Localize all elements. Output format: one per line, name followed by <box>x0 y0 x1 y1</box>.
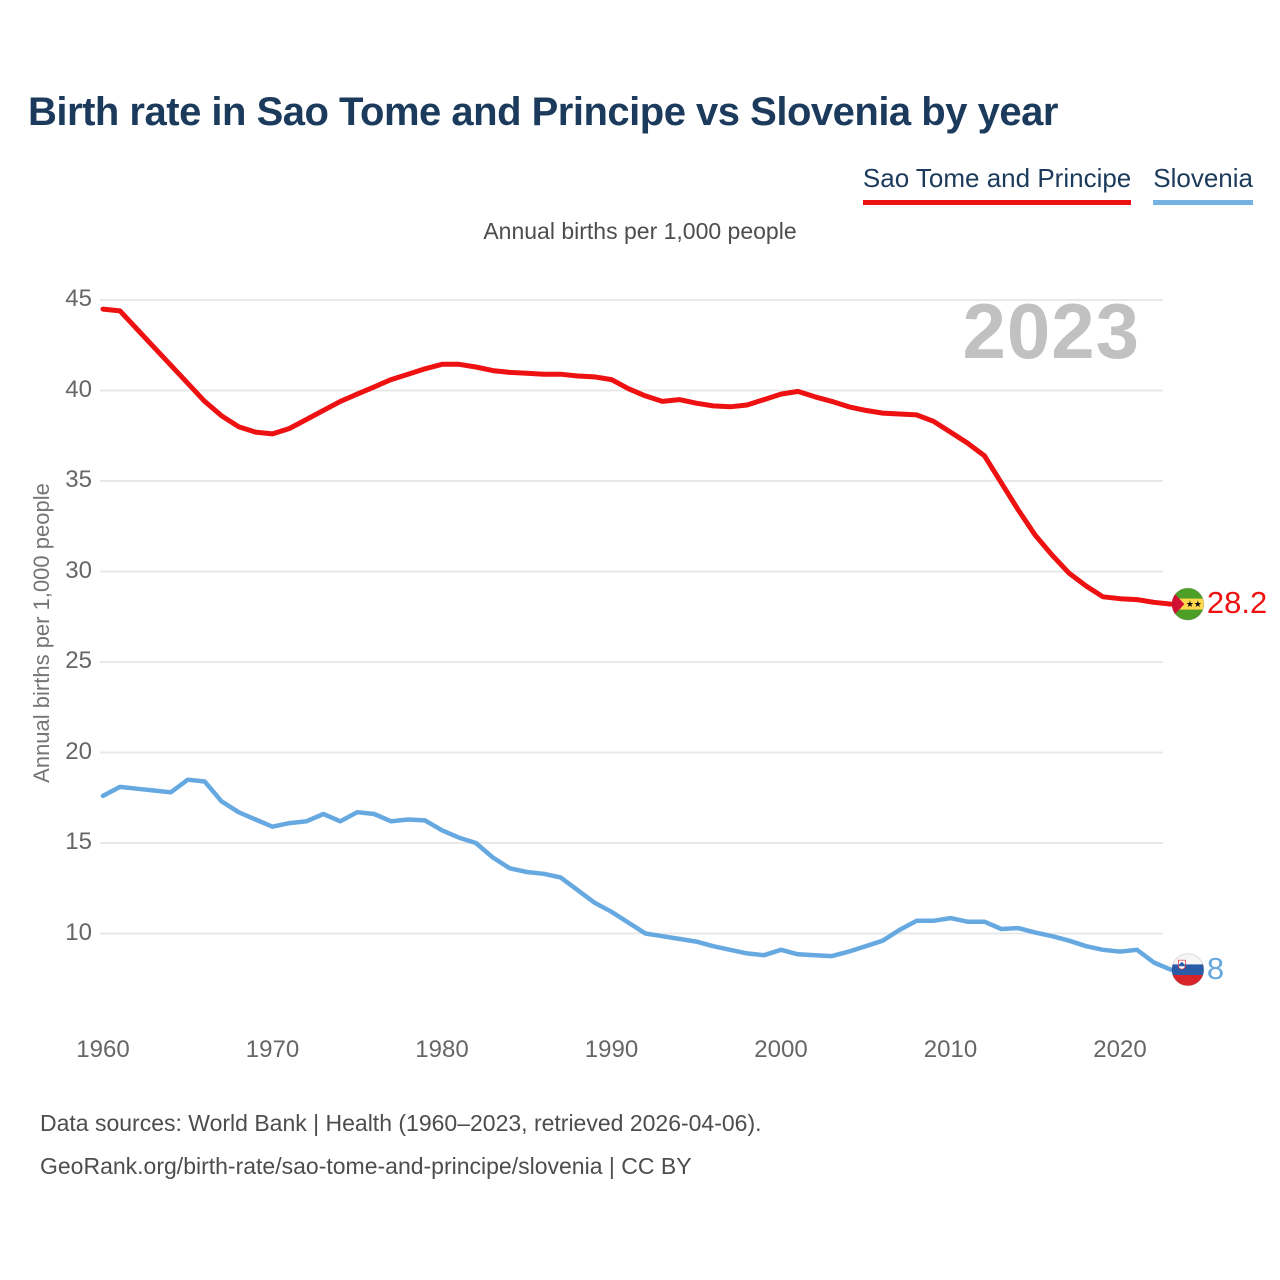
gridlines <box>100 299 1163 935</box>
y-tick-label: 35 <box>65 466 92 493</box>
y-tick-label: 30 <box>65 556 92 584</box>
x-tick-label: 1990 <box>584 1036 639 1063</box>
footer: Data sources: World Bank | Health (1960–… <box>40 1102 762 1188</box>
y-tick-label: 15 <box>65 828 92 855</box>
x-tick-label: 1960 <box>76 1036 130 1063</box>
y-tick-label: 20 <box>65 737 92 765</box>
legend-item-sao-tome[interactable]: Sao Tome and Principe <box>862 163 1132 205</box>
y-axis-title: Annual births per 1,000 people <box>29 483 54 783</box>
legend-color-bar-sao-tome <box>862 200 1132 205</box>
stp-line-series <box>100 306 1174 607</box>
stp-flag-star: ★ <box>1186 599 1194 609</box>
sao-tome-flag-icon: ★ ★ <box>1171 587 1205 621</box>
slovenia-flag-icon <box>1171 953 1205 987</box>
stp-end-value-label: 28.2 <box>1206 585 1268 621</box>
footer-attribution[interactable]: GeoRank.org/birth-rate/sao-tome-and-prin… <box>40 1153 692 1179</box>
y-tick-label: 40 <box>65 375 92 403</box>
axis-units-subtitle: Annual births per 1,000 people <box>483 218 797 244</box>
legend-color-bar-slovenia <box>1153 200 1253 205</box>
legend-label-sao-tome[interactable]: Sao Tome and Principe <box>862 163 1132 193</box>
x-tick-label: 2020 <box>1093 1036 1147 1063</box>
chart-title: Birth rate in Sao Tome and Principe vs S… <box>28 90 1058 134</box>
year-watermark: 2023 <box>962 287 1140 375</box>
y-tick-label: 25 <box>65 647 92 674</box>
x-tick-label: 2010 <box>923 1036 978 1063</box>
legend-item-slovenia[interactable]: Slovenia <box>1153 163 1253 205</box>
stp-flag-star: ★ <box>1194 599 1202 609</box>
y-tick-label: 45 <box>65 285 92 312</box>
x-tick-label: 1980 <box>415 1036 469 1063</box>
svn-line-series <box>100 777 1174 972</box>
x-tick-label: 1970 <box>245 1036 300 1063</box>
slovenia-end-value-label: 8 <box>1206 950 1225 986</box>
footer-data-sources: Data sources: World Bank | Health (1960–… <box>40 1110 762 1136</box>
y-tick-label: 10 <box>65 918 92 946</box>
x-tick-label: 2000 <box>754 1036 808 1063</box>
legend-label-slovenia[interactable]: Slovenia <box>1153 163 1253 193</box>
legend: Sao Tome and Principe Slovenia <box>862 163 1253 205</box>
